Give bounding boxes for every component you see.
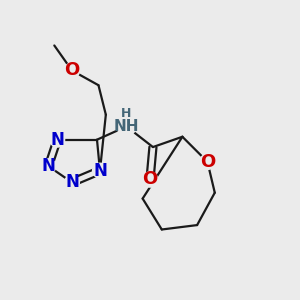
Text: N: N — [93, 162, 107, 180]
Circle shape — [50, 132, 64, 147]
Circle shape — [64, 63, 80, 78]
Text: O: O — [64, 61, 80, 80]
Text: N: N — [41, 157, 56, 175]
Circle shape — [93, 163, 107, 178]
Text: O: O — [200, 153, 215, 171]
Circle shape — [41, 159, 56, 174]
Text: N: N — [50, 131, 64, 149]
Circle shape — [142, 172, 158, 187]
Text: NH: NH — [114, 119, 139, 134]
Circle shape — [64, 175, 79, 190]
Circle shape — [117, 117, 136, 136]
Text: N: N — [65, 173, 79, 191]
Text: O: O — [142, 170, 158, 188]
Circle shape — [200, 154, 215, 170]
Text: H: H — [121, 107, 132, 120]
